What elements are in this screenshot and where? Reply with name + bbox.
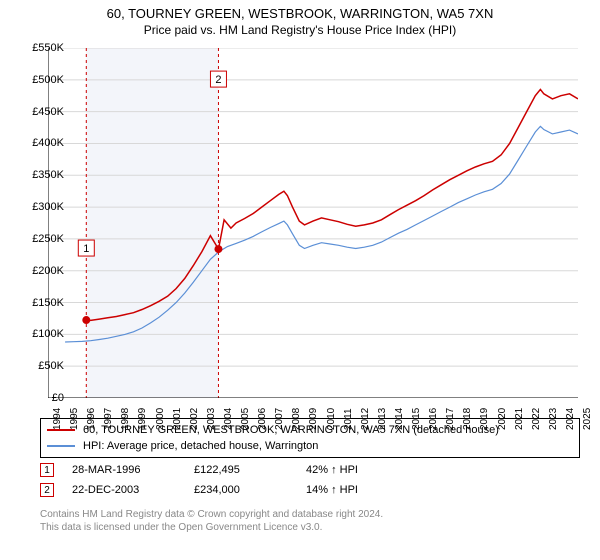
y-tick-label: £500K [20, 74, 64, 86]
attribution: Contains HM Land Registry data © Crown c… [40, 508, 383, 534]
y-tick-label: £450K [20, 106, 64, 118]
y-tick-label: £100K [20, 328, 64, 340]
data-point-row: 1 28-MAR-1996 £122,495 42% ↑ HPI [40, 460, 580, 480]
data-point-delta: 14% ↑ HPI [306, 484, 416, 496]
y-tick-label: £350K [20, 169, 64, 181]
y-tick-label: £300K [20, 201, 64, 213]
legend-swatch [47, 445, 75, 447]
legend-item: HPI: Average price, detached house, Warr… [47, 438, 573, 454]
data-point-price: £122,495 [194, 464, 294, 476]
y-tick-label: £150K [20, 297, 64, 309]
data-point-price: £234,000 [194, 484, 294, 496]
chart-subtitle: Price paid vs. HM Land Registry's House … [0, 23, 600, 37]
legend-item: 60, TOURNEY GREEN, WESTBROOK, WARRINGTON… [47, 422, 573, 438]
y-tick-label: £50K [20, 360, 64, 372]
legend-label: 60, TOURNEY GREEN, WESTBROOK, WARRINGTON… [83, 424, 499, 436]
chart-title: 60, TOURNEY GREEN, WESTBROOK, WARRINGTON… [0, 6, 600, 21]
legend: 60, TOURNEY GREEN, WESTBROOK, WARRINGTON… [40, 418, 580, 458]
price-chart: 12 [48, 48, 578, 398]
attribution-line: This data is licensed under the Open Gov… [40, 521, 383, 534]
y-tick-label: £400K [20, 137, 64, 149]
y-tick-label: £550K [20, 42, 64, 54]
y-tick-label: £0 [20, 392, 64, 404]
data-point-marker: 1 [40, 463, 54, 477]
data-point-date: 28-MAR-1996 [72, 464, 182, 476]
svg-text:2: 2 [215, 74, 221, 86]
data-point-marker: 2 [40, 483, 54, 497]
attribution-line: Contains HM Land Registry data © Crown c… [40, 508, 383, 521]
data-point-date: 22-DEC-2003 [72, 484, 182, 496]
data-point-delta: 42% ↑ HPI [306, 464, 416, 476]
data-point-table: 1 28-MAR-1996 £122,495 42% ↑ HPI 2 22-DE… [40, 460, 580, 500]
legend-swatch [47, 429, 75, 431]
legend-label: HPI: Average price, detached house, Warr… [83, 440, 318, 452]
chart-title-block: 60, TOURNEY GREEN, WESTBROOK, WARRINGTON… [0, 0, 600, 39]
svg-text:1: 1 [83, 243, 89, 255]
y-tick-label: £250K [20, 233, 64, 245]
y-tick-label: £200K [20, 265, 64, 277]
data-point-row: 2 22-DEC-2003 £234,000 14% ↑ HPI [40, 480, 580, 500]
x-tick-label: 2025 [582, 408, 593, 430]
